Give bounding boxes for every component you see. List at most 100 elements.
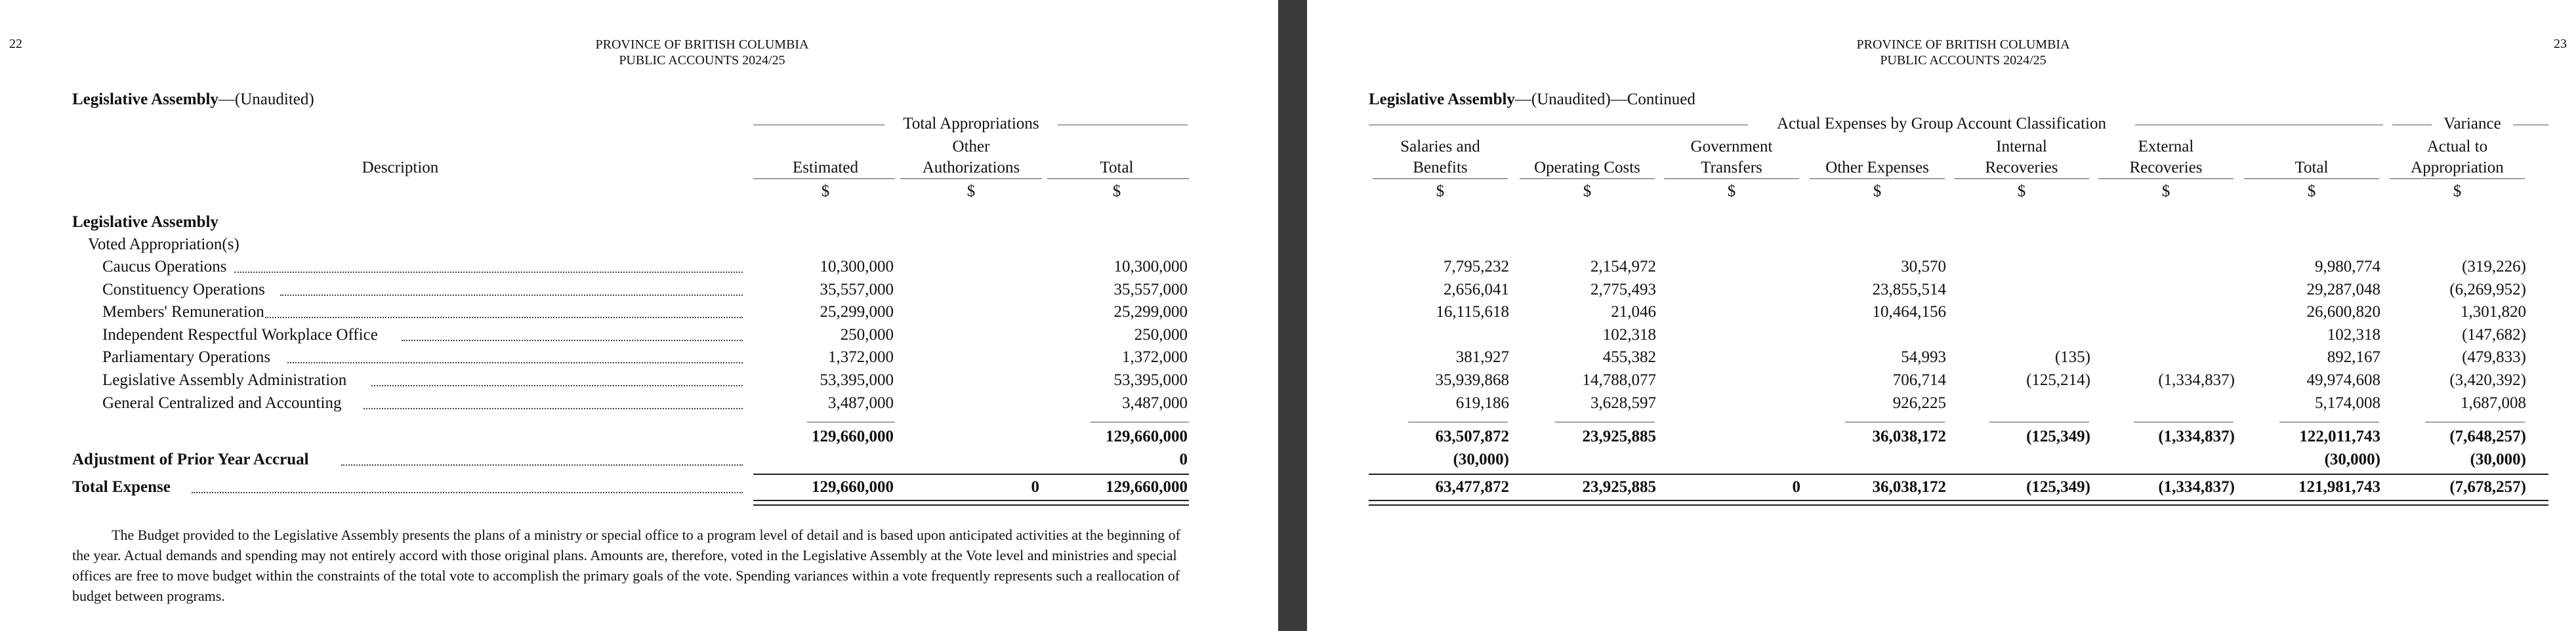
row-cell: 5,174,008 — [2315, 394, 2380, 412]
row-cell: (6,269,952) — [2449, 280, 2526, 298]
col-header-line-1: External — [2138, 138, 2194, 155]
subtotal-total: 129,660,000 — [1106, 428, 1188, 445]
row-cell: 9,980,774 — [2315, 258, 2380, 275]
total-cell: (125,349) — [2026, 478, 2090, 496]
leader-dots — [364, 407, 743, 409]
row-total: 250,000 — [1134, 325, 1188, 344]
row-total: 35,557,000 — [1113, 280, 1188, 298]
col-header-line-1: Salaries and — [1400, 138, 1480, 155]
currency-symbol: $ — [2017, 182, 2026, 200]
total-cell: 23,925,885 — [1582, 478, 1657, 496]
row-cell: (125,214) — [2026, 371, 2090, 389]
col-rule — [1520, 178, 1655, 179]
col-rule — [2390, 178, 2525, 179]
currency-symbol: $ — [1727, 182, 1736, 200]
row-label: Constituency Operations — [102, 280, 265, 298]
col-header-line-1: Government — [1690, 138, 1773, 155]
header-line-1: PROVINCE OF BRITISH COLUMBIA — [595, 37, 809, 52]
row-cell: 102,318 — [2327, 325, 2380, 344]
row-cell: 102,318 — [1602, 325, 1656, 344]
page-number: 23 — [2554, 37, 2567, 51]
row-label: Legislative Assembly Administration — [102, 371, 347, 389]
row-cell: 26,600,820 — [2306, 303, 2381, 321]
adjustment-cell: (30,000) — [2470, 451, 2526, 468]
row-estimated: 25,299,000 — [820, 303, 894, 321]
row-cell: 3,628,597 — [1590, 394, 1656, 412]
col-rule — [2098, 178, 2233, 179]
variance-header: Variance — [2443, 115, 2501, 132]
header-line-2: PUBLIC ACCOUNTS 2024/25 — [619, 53, 785, 68]
row-cell: (1,334,837) — [2158, 371, 2235, 389]
leader-dots — [402, 339, 743, 341]
col-header-line-1: Actual to — [2426, 138, 2488, 155]
currency-symbol: $ — [2161, 182, 2171, 200]
row-total: 1,372,000 — [1122, 348, 1188, 367]
total-cell: 63,477,872 — [1435, 478, 1510, 496]
row-label: Members' Remuneration — [102, 303, 264, 321]
col-header-line-2: Benefits — [1413, 159, 1468, 176]
col-rule — [900, 178, 1042, 179]
subtotal-cell: (1,334,837) — [2158, 428, 2235, 445]
total-double-rule — [1369, 500, 2548, 506]
row-label: Independent Respectful Workplace Office — [102, 325, 378, 344]
leader-dots — [264, 317, 743, 319]
leader-dots — [280, 294, 743, 296]
total-cell: 36,038,172 — [1872, 478, 1947, 496]
subtotal-cell: (125,349) — [2026, 428, 2090, 445]
col-header-line-2: Operating Costs — [1534, 159, 1640, 176]
row-cell: 14,788,077 — [1582, 371, 1657, 389]
total-other: 0 — [1031, 478, 1040, 496]
row-cell: 16,115,618 — [1436, 303, 1509, 321]
currency-symbol: $ — [2307, 182, 2316, 200]
row-cell: 21,046 — [1611, 303, 1656, 321]
subtotal-cell: 23,925,885 — [1582, 428, 1657, 445]
currency-symbol: $ — [1873, 182, 1882, 200]
row-cell: 30,570 — [1901, 258, 1946, 275]
leader-dots — [234, 272, 743, 273]
row-cell: 381,927 — [1455, 348, 1509, 367]
row-cell: 455,382 — [1602, 348, 1656, 367]
header-line-2: PUBLIC ACCOUNTS 2024/25 — [1880, 53, 2046, 68]
row-estimated: 35,557,000 — [820, 280, 894, 298]
row-estimated: 10,300,000 — [820, 258, 894, 275]
col-header-line-2: Recoveries — [1985, 159, 2058, 176]
group-header: Actual Expenses by Group Account Classif… — [1777, 115, 2106, 132]
row-cell: 23,855,514 — [1872, 280, 1947, 298]
col-header-line-2: Recoveries — [2129, 159, 2203, 176]
page-header: PROVINCE OF BRITISH COLUMBIA PUBLIC ACCO… — [1779, 37, 2147, 68]
currency-symbol: $ — [1112, 182, 1121, 200]
title-rest: —(Unaudited)—Continued — [1514, 91, 1695, 108]
row-label: Parliamentary Operations — [102, 348, 271, 367]
subtotal-cell: (7,648,257) — [2449, 428, 2526, 445]
leader-dots — [371, 385, 743, 386]
page-gutter — [1278, 0, 1307, 631]
col-header-line-1: Internal — [1996, 138, 2047, 155]
total-cell: 0 — [1792, 478, 1801, 496]
row-cell: 49,974,608 — [2306, 371, 2381, 389]
row-cell: 10,464,156 — [1872, 303, 1947, 321]
header-line-1: PROVINCE OF BRITISH COLUMBIA — [1856, 37, 2070, 52]
adjustment-cell: (30,000) — [2324, 451, 2380, 468]
col-rule — [1664, 178, 1799, 179]
currency-symbol: $ — [1436, 182, 1445, 200]
adjustment-label: Adjustment of Prior Year Accrual — [72, 451, 309, 468]
subsection-heading: Voted Appropriation(s) — [88, 235, 239, 253]
row-cell: (135) — [2054, 348, 2090, 367]
col-rule — [1810, 178, 1945, 179]
total-cell: (7,678,257) — [2449, 478, 2526, 496]
col-rule — [2244, 178, 2379, 179]
row-cell: 29,287,048 — [2306, 280, 2381, 298]
row-cell: (3,420,392) — [2449, 371, 2526, 389]
title-bold: Legislative Assembly — [72, 91, 218, 108]
section-heading: Legislative Assembly — [72, 213, 218, 231]
row-cell: (479,833) — [2462, 348, 2526, 367]
subtotal-cell: 63,507,872 — [1435, 428, 1510, 445]
total-estimated: 129,660,000 — [812, 478, 894, 496]
left-page: 22 PROVINCE OF BRITISH COLUMBIA PUBLIC A… — [0, 0, 1278, 631]
footnote-text: The Budget provided to the Legislative A… — [72, 527, 1180, 604]
row-cell: 35,939,868 — [1435, 371, 1510, 389]
row-cell: 7,795,232 — [1444, 258, 1509, 275]
currency-symbol: $ — [966, 182, 976, 200]
right-page: 23 PROVINCE OF BRITISH COLUMBIA PUBLIC A… — [1307, 0, 2576, 631]
budget-footnote: The Budget provided to the Legislative A… — [72, 525, 1188, 606]
